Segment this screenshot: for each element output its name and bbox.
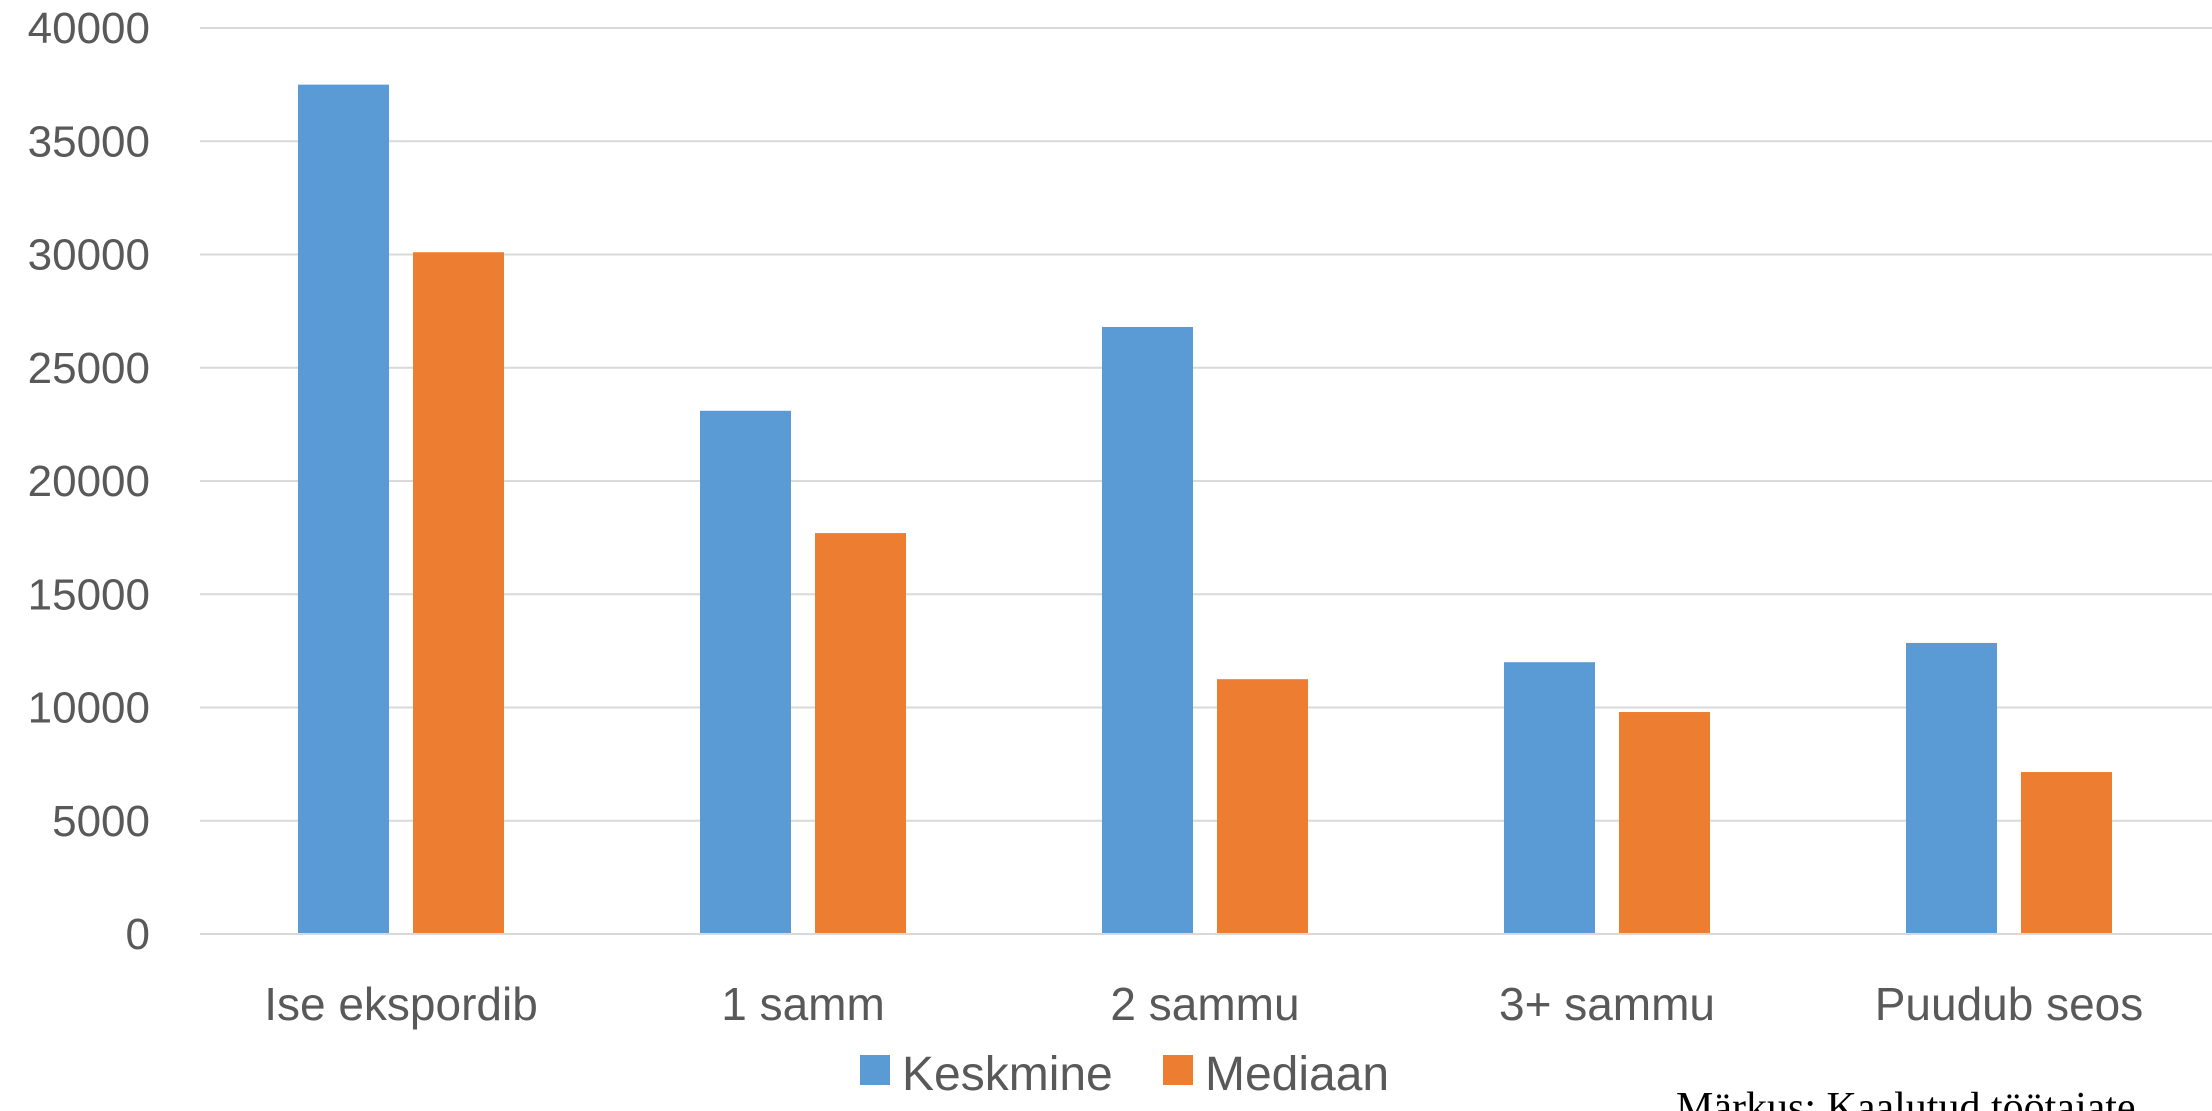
bar-mediaan-4 bbox=[1619, 712, 1710, 934]
legend-swatch-keskmine bbox=[860, 1055, 890, 1085]
bar-keskmine-4 bbox=[1504, 662, 1595, 934]
footnote: Märkus: Kaalutud töötajate bbox=[1676, 1085, 2136, 1111]
y-tick-label: 40000 bbox=[28, 4, 150, 53]
bar-mediaan-5 bbox=[2021, 772, 2112, 934]
x-tick-label: Puudub seos bbox=[1875, 978, 2144, 1030]
bar-keskmine-2 bbox=[700, 410, 791, 934]
x-tick-label: 2 sammu bbox=[1110, 978, 1299, 1030]
bar-mediaan-3 bbox=[1217, 679, 1308, 934]
bar-keskmine-3 bbox=[1102, 326, 1193, 935]
x-axis-labels: Ise ekspordib 1 samm 2 sammu 3+ sammu Puudub… bbox=[264, 978, 2143, 1030]
y-tick-label: 30000 bbox=[28, 231, 150, 280]
bar-keskmine-5 bbox=[1906, 642, 1997, 934]
y-axis-ticks: 0 5000 10000 15000 20000 25000 30000 35000 40000 bbox=[28, 4, 150, 959]
gridlines bbox=[200, 27, 2212, 822]
y-tick-label: 10000 bbox=[28, 684, 150, 733]
x-tick-label: Ise ekspordib bbox=[264, 978, 538, 1030]
x-tick-label: 1 samm bbox=[721, 978, 885, 1030]
bar-keskmine-1 bbox=[298, 84, 389, 934]
legend-swatch-mediaan bbox=[1163, 1055, 1193, 1085]
x-tick-label: 3+ sammu bbox=[1499, 978, 1715, 1030]
legend: Keskmine Mediaan bbox=[860, 1048, 1389, 1101]
y-tick-label: 20000 bbox=[28, 457, 150, 506]
y-tick-label: 25000 bbox=[28, 344, 150, 393]
y-tick-label: 0 bbox=[126, 910, 150, 959]
legend-label-mediaan: Mediaan bbox=[1205, 1048, 1389, 1101]
legend-label-keskmine: Keskmine bbox=[902, 1048, 1113, 1101]
y-tick-label: 5000 bbox=[52, 797, 150, 846]
y-tick-label: 35000 bbox=[28, 117, 150, 166]
bar-mediaan-1 bbox=[413, 252, 504, 935]
bars bbox=[298, 84, 2112, 935]
y-tick-label: 15000 bbox=[28, 570, 150, 619]
bar-mediaan-2 bbox=[815, 533, 906, 934]
